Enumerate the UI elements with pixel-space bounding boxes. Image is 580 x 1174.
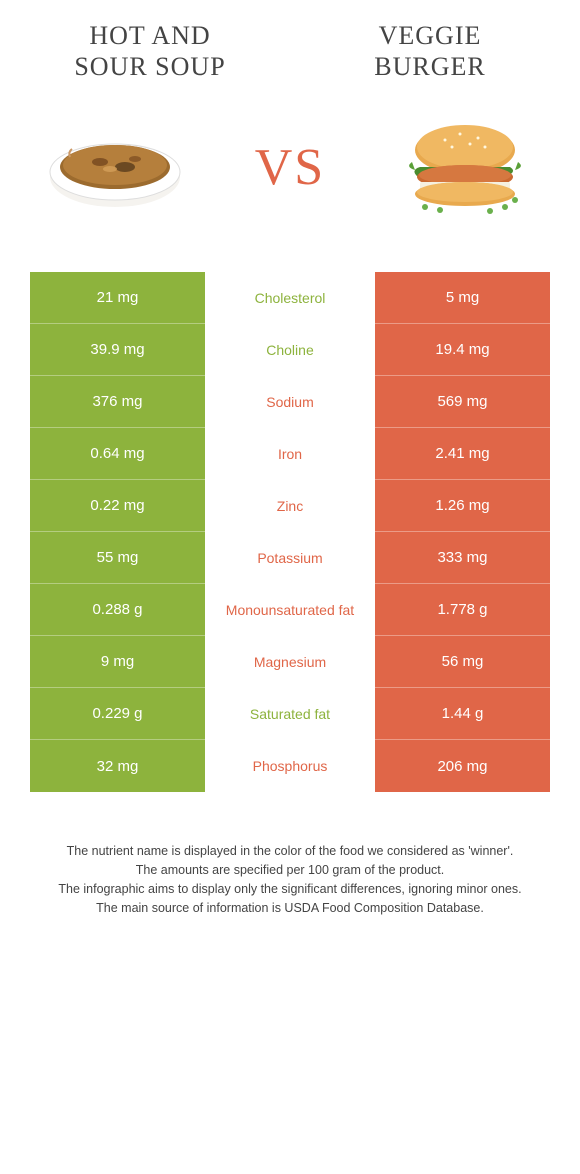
table-row: 0.229 gSaturated fat1.44 g — [30, 688, 550, 740]
table-row: 376 mgSodium569 mg — [30, 376, 550, 428]
right-value-cell: 1.778 g — [375, 584, 550, 636]
right-value-cell: 5 mg — [375, 272, 550, 324]
right-value-cell: 569 mg — [375, 376, 550, 428]
table-row: 0.22 mgZinc1.26 mg — [30, 480, 550, 532]
left-value-cell: 376 mg — [30, 376, 205, 428]
left-value-cell: 0.288 g — [30, 584, 205, 636]
right-value-cell: 206 mg — [375, 740, 550, 792]
nutrient-label-cell: Cholesterol — [205, 272, 375, 324]
images-row: VS — [30, 112, 550, 222]
burger-image — [390, 112, 540, 222]
right-title: VEGGIE BURGER — [330, 20, 530, 82]
nutrient-label-cell: Zinc — [205, 480, 375, 532]
footer-line: The nutrient name is displayed in the co… — [40, 842, 540, 861]
left-value-cell: 9 mg — [30, 636, 205, 688]
left-value-cell: 0.229 g — [30, 688, 205, 740]
table-row: 21 mgCholesterol5 mg — [30, 272, 550, 324]
nutrient-label-cell: Sodium — [205, 376, 375, 428]
footer-line: The main source of information is USDA F… — [40, 899, 540, 918]
nutrient-label-cell: Monounsaturated fat — [205, 584, 375, 636]
right-value-cell: 56 mg — [375, 636, 550, 688]
left-value-cell: 55 mg — [30, 532, 205, 584]
comparison-table: 21 mgCholesterol5 mg39.9 mgCholine19.4 m… — [30, 272, 550, 792]
left-value-cell: 0.22 mg — [30, 480, 205, 532]
nutrient-label-cell: Choline — [205, 324, 375, 376]
table-row: 32 mgPhosphorus206 mg — [30, 740, 550, 792]
nutrient-label-cell: Phosphorus — [205, 740, 375, 792]
right-value-cell: 2.41 mg — [375, 428, 550, 480]
soup-image — [40, 112, 190, 222]
left-title: HOT AND SOUR SOUP — [50, 20, 250, 82]
table-row: 0.288 gMonounsaturated fat1.778 g — [30, 584, 550, 636]
header-row: HOT AND SOUR SOUP VEGGIE BURGER — [30, 20, 550, 82]
table-row: 39.9 mgCholine19.4 mg — [30, 324, 550, 376]
nutrient-label-cell: Iron — [205, 428, 375, 480]
footer-line: The amounts are specified per 100 gram o… — [40, 861, 540, 880]
left-value-cell: 0.64 mg — [30, 428, 205, 480]
right-value-cell: 1.26 mg — [375, 480, 550, 532]
nutrient-label-cell: Saturated fat — [205, 688, 375, 740]
right-value-cell: 1.44 g — [375, 688, 550, 740]
nutrient-label-cell: Potassium — [205, 532, 375, 584]
table-row: 0.64 mgIron2.41 mg — [30, 428, 550, 480]
vs-label: VS — [255, 138, 325, 197]
footer-notes: The nutrient name is displayed in the co… — [30, 842, 550, 917]
left-value-cell: 32 mg — [30, 740, 205, 792]
left-value-cell: 39.9 mg — [30, 324, 205, 376]
right-value-cell: 333 mg — [375, 532, 550, 584]
nutrient-label-cell: Magnesium — [205, 636, 375, 688]
table-row: 9 mgMagnesium56 mg — [30, 636, 550, 688]
left-value-cell: 21 mg — [30, 272, 205, 324]
table-row: 55 mgPotassium333 mg — [30, 532, 550, 584]
right-value-cell: 19.4 mg — [375, 324, 550, 376]
footer-line: The infographic aims to display only the… — [40, 880, 540, 899]
